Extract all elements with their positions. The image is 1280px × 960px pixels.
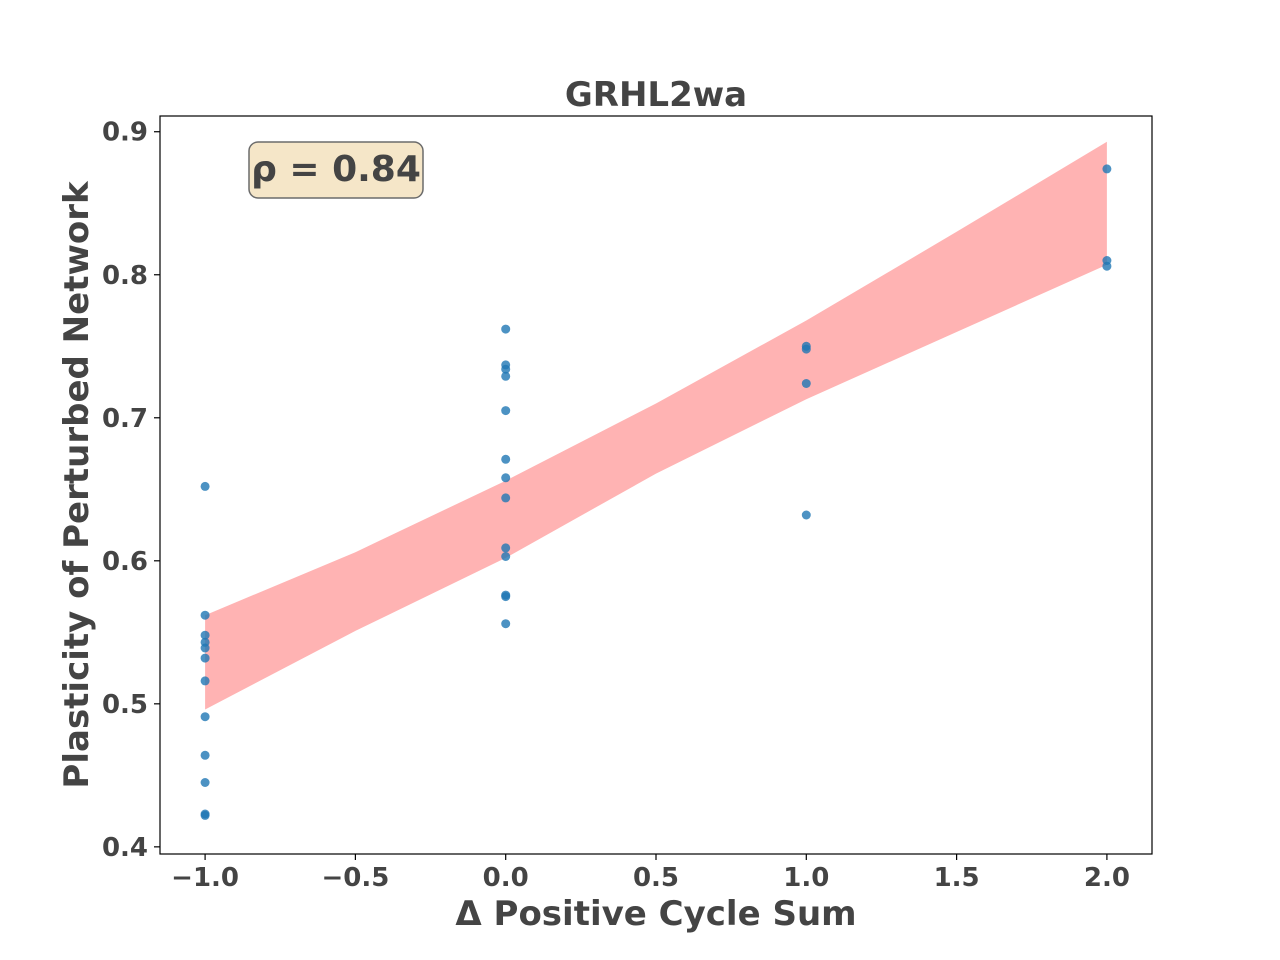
y-tick-label: 0.6 [102,547,148,577]
scatter-point [200,653,210,663]
scatter-point [501,406,511,416]
x-tick-label: −0.5 [321,863,389,893]
scatter-point [501,493,511,503]
y-tick-label: 0.8 [102,261,148,291]
scatter-point [501,592,511,602]
scatter-point [200,481,210,491]
correlation-annotation: ρ = 0.84 [248,141,424,199]
scatter-point [801,344,811,354]
chart-title: GRHL2wa [565,75,747,115]
scatter-point [501,473,511,483]
scatter-point [501,619,511,629]
scatter-point [200,610,210,620]
scatter-point [501,552,511,561]
scatter-point [200,750,210,760]
x-axis-ticks: −1.0 −0.5 0.0 0.5 1.0 1.5 2.0 [171,854,1130,893]
scatter-point [200,630,210,640]
y-axis-ticks: 0.4 0.5 0.6 0.7 0.8 0.9 [102,118,160,863]
x-tick-label: 0.0 [483,863,529,893]
y-axis-label: Plasticity of Perturbed Network [57,180,97,789]
scatter-point [200,778,210,787]
x-tick-label: 2.0 [1084,863,1130,893]
x-axis-label: Δ Positive Cycle Sum [455,894,856,934]
scatter-point [501,543,511,553]
scatter-point [200,676,210,686]
scatter-point [1102,261,1112,271]
scatter-point [801,379,811,388]
scatter-point [1102,164,1112,174]
y-tick-label: 0.7 [102,404,148,434]
scatter-point [200,712,210,722]
scatter-point [801,510,811,520]
scatter-point [501,454,511,464]
scatter-point [501,371,511,381]
scatter-point [501,324,511,334]
scatter-point [501,364,511,374]
x-tick-label: −1.0 [171,863,239,893]
y-tick-label: 0.9 [102,118,148,148]
confidence-band-layer [205,141,1107,710]
annotation-box [248,141,424,199]
annotation-text: ρ = 0.84 [251,149,421,190]
x-tick-label: 1.0 [783,863,829,893]
scatter-point [200,810,210,820]
scatter-point [200,643,210,653]
scatter-points-layer [200,164,1112,820]
x-tick-label: 0.5 [633,863,679,893]
y-tick-label: 0.5 [102,690,148,720]
confidence-band [205,141,1107,710]
y-tick-label: 0.4 [102,833,148,863]
x-tick-label: 1.5 [934,863,980,893]
